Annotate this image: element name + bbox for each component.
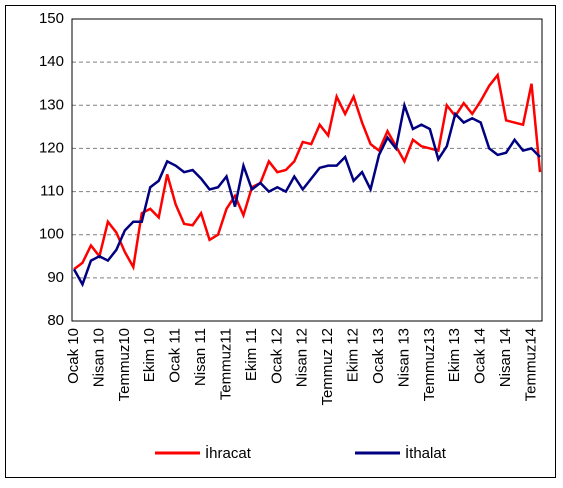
x-tick-label: Ocak 11 (167, 328, 184, 383)
x-tick-label: Temmuz 12 (319, 328, 336, 406)
y-tick-label: 110 (40, 183, 64, 200)
chart-border (5, 5, 556, 478)
plot-border (71, 18, 543, 322)
x-tick-label: Nisan 12 (294, 328, 311, 387)
x-tick-label: Ocak 10 (65, 328, 82, 384)
y-tick-label: 130 (39, 96, 64, 113)
x-tick-label: Ekim 10 (141, 328, 158, 382)
x-tick-label: Nisan 14 (497, 328, 514, 387)
x-tick-label: Nisan 13 (395, 328, 412, 387)
x-tick-label: Ekim 12 (345, 328, 362, 382)
x-tick-label: Ocak 14 (472, 328, 489, 384)
x-tick-label: Nisan 10 (90, 328, 107, 387)
x-tick-label: Nisan 11 (192, 328, 209, 386)
x-tick-label: Temmuz11 (217, 328, 234, 400)
x-tick-label: Temmuz10 (116, 328, 133, 401)
y-tick-label: 100 (39, 226, 64, 243)
series-line (72, 100, 541, 288)
y-tick-label: 120 (39, 139, 64, 156)
series-line (73, 72, 542, 271)
legend-label: İthalat (405, 444, 447, 462)
x-tick-label: Temmuz13 (421, 328, 438, 401)
x-tick-label: Ekim 11 (243, 328, 260, 381)
x-tick-label: Temmuz14 (522, 328, 539, 401)
y-tick-label: 140 (39, 53, 64, 70)
y-tick-label: 150 (39, 10, 64, 27)
x-tick-label: Ocak 13 (370, 328, 387, 384)
x-tick-label: Ocak 12 (268, 328, 285, 384)
legend-label: İhracat (205, 444, 252, 462)
y-tick-label: 90 (47, 269, 64, 286)
y-tick-label: 80 (47, 312, 64, 329)
x-tick-label: Ekim 13 (446, 328, 463, 382)
